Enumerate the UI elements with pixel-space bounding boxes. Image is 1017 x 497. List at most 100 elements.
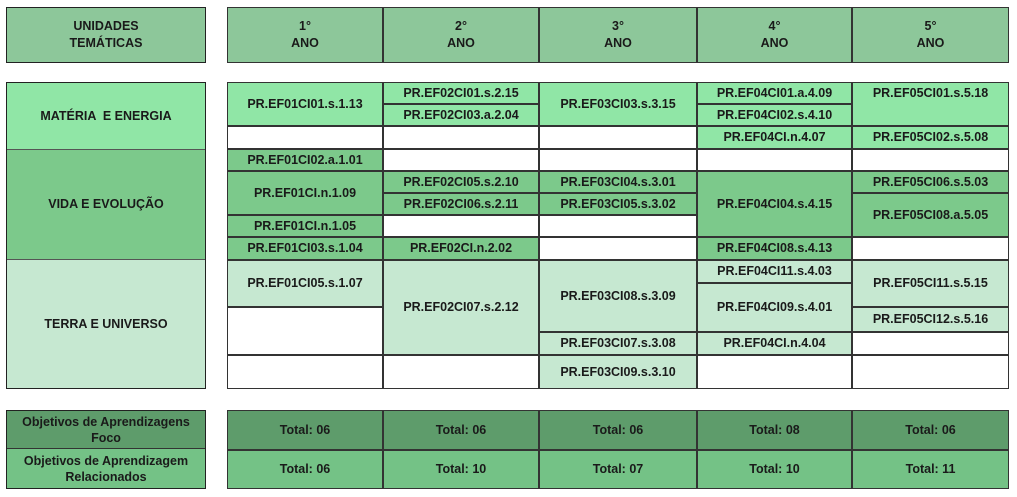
- focus-total: Total: 08: [697, 410, 852, 450]
- related-total: Total: 07: [539, 450, 697, 489]
- cell-y1-vida: PR.EF01CI.n.1.05: [227, 215, 383, 237]
- empty-cell: [383, 126, 539, 149]
- cell-y1-materia: PR.EF01CI01.s.1.13: [227, 82, 383, 126]
- focus-total: Total: 06: [383, 410, 539, 450]
- objective-code: PR.EF01CI01.s.1.13: [247, 96, 363, 111]
- empty-cell: [227, 355, 383, 389]
- header-thematic-units: UNIDADES TEMÁTICAS: [6, 7, 206, 63]
- cell-y4-materia: PR.EF04CI.n.4.07: [697, 126, 852, 149]
- objective-code: PR.EF03CI08.s.3.09: [560, 288, 676, 303]
- related-objectives-label: Objetivos de Aprendizagem Relacionados: [7, 449, 205, 488]
- cell-y1-vida: PR.EF01CI03.s.1.04: [227, 237, 383, 260]
- objective-code: PR.EF05CI06.s.5.03: [872, 174, 989, 189]
- cell-y4-vida: PR.EF04CI04.s.4.15: [697, 171, 852, 237]
- focus-total: Total: 06: [852, 410, 1009, 450]
- objective-code: PR.EF01CI.n.1.05: [253, 218, 357, 233]
- objective-code: PR.EF01CI05.s.1.07: [247, 276, 363, 290]
- objective-code: PR.EF01CI03.s.1.04: [247, 241, 363, 255]
- objective-code: PR.EF03CI05.s.3.02: [560, 196, 676, 211]
- objective-code: PR.EF03CI07.s.3.08: [560, 336, 676, 350]
- cell-y4-materia: PR.EF04CI01.a.4.09: [697, 82, 852, 104]
- unit-label: TERRA E UNIVERSO: [44, 316, 168, 331]
- total-value: Total: 06: [592, 422, 644, 437]
- unit-materia-energia: MATÉRIA E ENERGIA: [7, 83, 205, 149]
- cell-y5-vida: PR.EF05CI06.s.5.03: [852, 171, 1009, 193]
- year-number: 2°: [455, 19, 467, 33]
- objective-code: PR.EF02CI06.s.2.11: [403, 196, 519, 211]
- empty-cell: [852, 332, 1009, 355]
- cell-y2-materia: PR.EF02CI03.a.2.04: [383, 104, 539, 126]
- year-word: ANO: [291, 36, 319, 50]
- cell-y2-vida: PR.EF02CI.n.2.02: [383, 237, 539, 260]
- empty-cell: [383, 149, 539, 171]
- cell-y3-terra: PR.EF03CI07.s.3.08: [539, 332, 697, 355]
- unit-vida-evolucao: VIDA E EVOLUÇÃO: [7, 149, 205, 260]
- empty-cell: [539, 149, 697, 171]
- year-header-2: 2° ANO: [383, 7, 539, 63]
- unit-label: MATÉRIA E ENERGIA: [40, 108, 172, 123]
- empty-cell: [697, 355, 852, 389]
- total-value: Total: 06: [279, 462, 331, 476]
- cell-y2-materia: PR.EF02CI01.s.2.15: [383, 82, 539, 104]
- objective-code: PR.EF05CI08.a.5.05: [872, 207, 989, 222]
- year-word: ANO: [604, 36, 632, 50]
- related-total: Total: 06: [227, 450, 383, 489]
- total-value: Total: 11: [905, 462, 956, 476]
- cell-y1-vida: PR.EF01CI.n.1.09: [227, 171, 383, 215]
- objective-code: PR.EF04CI.n.4.07: [723, 130, 826, 144]
- cell-y3-vida: PR.EF03CI05.s.3.02: [539, 193, 697, 215]
- year-word: ANO: [760, 36, 789, 50]
- total-value: Total: 10: [435, 462, 487, 476]
- empty-cell: [852, 237, 1009, 260]
- empty-cell: [539, 215, 697, 237]
- related-total: Total: 10: [697, 450, 852, 489]
- total-value: Total: 07: [592, 462, 644, 476]
- focus-objectives-label: Objetivos de Aprendizagens Foco: [7, 411, 205, 449]
- year-header-3: 3° ANO: [539, 7, 697, 63]
- cell-y4-terra: PR.EF04CI.n.4.04: [697, 332, 852, 355]
- objective-code: PR.EF04CI04.s.4.15: [716, 196, 833, 211]
- cell-y3-terra: PR.EF03CI08.s.3.09: [539, 260, 697, 332]
- cell-y4-vida: PR.EF04CI08.s.4.13: [697, 237, 852, 260]
- objective-code: PR.EF04CI01.a.4.09: [716, 85, 833, 100]
- year-header-4: 4° ANO: [697, 7, 852, 63]
- cell-y4-terra: PR.EF04CI11.s.4.03: [697, 260, 852, 283]
- cell-y5-vida: PR.EF05CI08.a.5.05: [852, 193, 1009, 237]
- focus-total: Total: 06: [539, 410, 697, 450]
- objective-code: PR.EF04CI08.s.4.13: [716, 241, 833, 255]
- cell-y1-vida: PR.EF01CI02.a.1.01: [227, 149, 383, 171]
- total-value: Total: 10: [749, 462, 800, 476]
- year-word: ANO: [916, 36, 945, 50]
- year-number: 3°: [612, 19, 624, 33]
- cell-y5-terra: PR.EF05CI12.s.5.16: [852, 307, 1009, 332]
- units-column: [6, 82, 206, 389]
- empty-cell: [852, 355, 1009, 389]
- related-total: Total: 10: [383, 450, 539, 489]
- empty-cell: [383, 215, 539, 237]
- total-value: Total: 06: [279, 422, 331, 437]
- total-value: Total: 08: [749, 422, 800, 437]
- objective-code: PR.EF05CI11.s.5.15: [873, 276, 988, 290]
- year-number: 4°: [768, 19, 781, 33]
- objective-code: PR.EF04CI11.s.4.03: [717, 264, 832, 278]
- objective-code: PR.EF04CI09.s.4.01: [716, 300, 833, 314]
- objective-code: PR.EF02CI07.s.2.12: [403, 300, 519, 314]
- objective-code: PR.EF04CI02.s.4.10: [716, 107, 833, 122]
- year-number: 1°: [299, 19, 311, 33]
- objective-code: PR.EF03CI03.s.3.15: [560, 96, 676, 111]
- cell-y3-materia: PR.EF03CI03.s.3.15: [539, 82, 697, 126]
- objective-code: PR.EF05CI02.s.5.08: [872, 130, 989, 144]
- footer-labels: [6, 410, 206, 489]
- empty-cell: [383, 355, 539, 389]
- objective-code: PR.EF01CI02.a.1.01: [247, 152, 363, 167]
- empty-cell: [697, 149, 852, 171]
- cell-y5-materia: PR.EF05CI02.s.5.08: [852, 126, 1009, 149]
- related-total: Total: 11: [852, 450, 1009, 489]
- year-word: ANO: [447, 36, 475, 50]
- year-header-1: 1° ANO: [227, 7, 383, 63]
- cell-y3-vida: PR.EF03CI04.s.3.01: [539, 171, 697, 193]
- objective-code: PR.EF02CI03.a.2.04: [403, 107, 519, 122]
- empty-cell: [227, 307, 383, 355]
- unit-terra-universo: TERRA E UNIVERSO: [7, 260, 205, 388]
- cell-y1-terra: PR.EF01CI05.s.1.07: [227, 260, 383, 307]
